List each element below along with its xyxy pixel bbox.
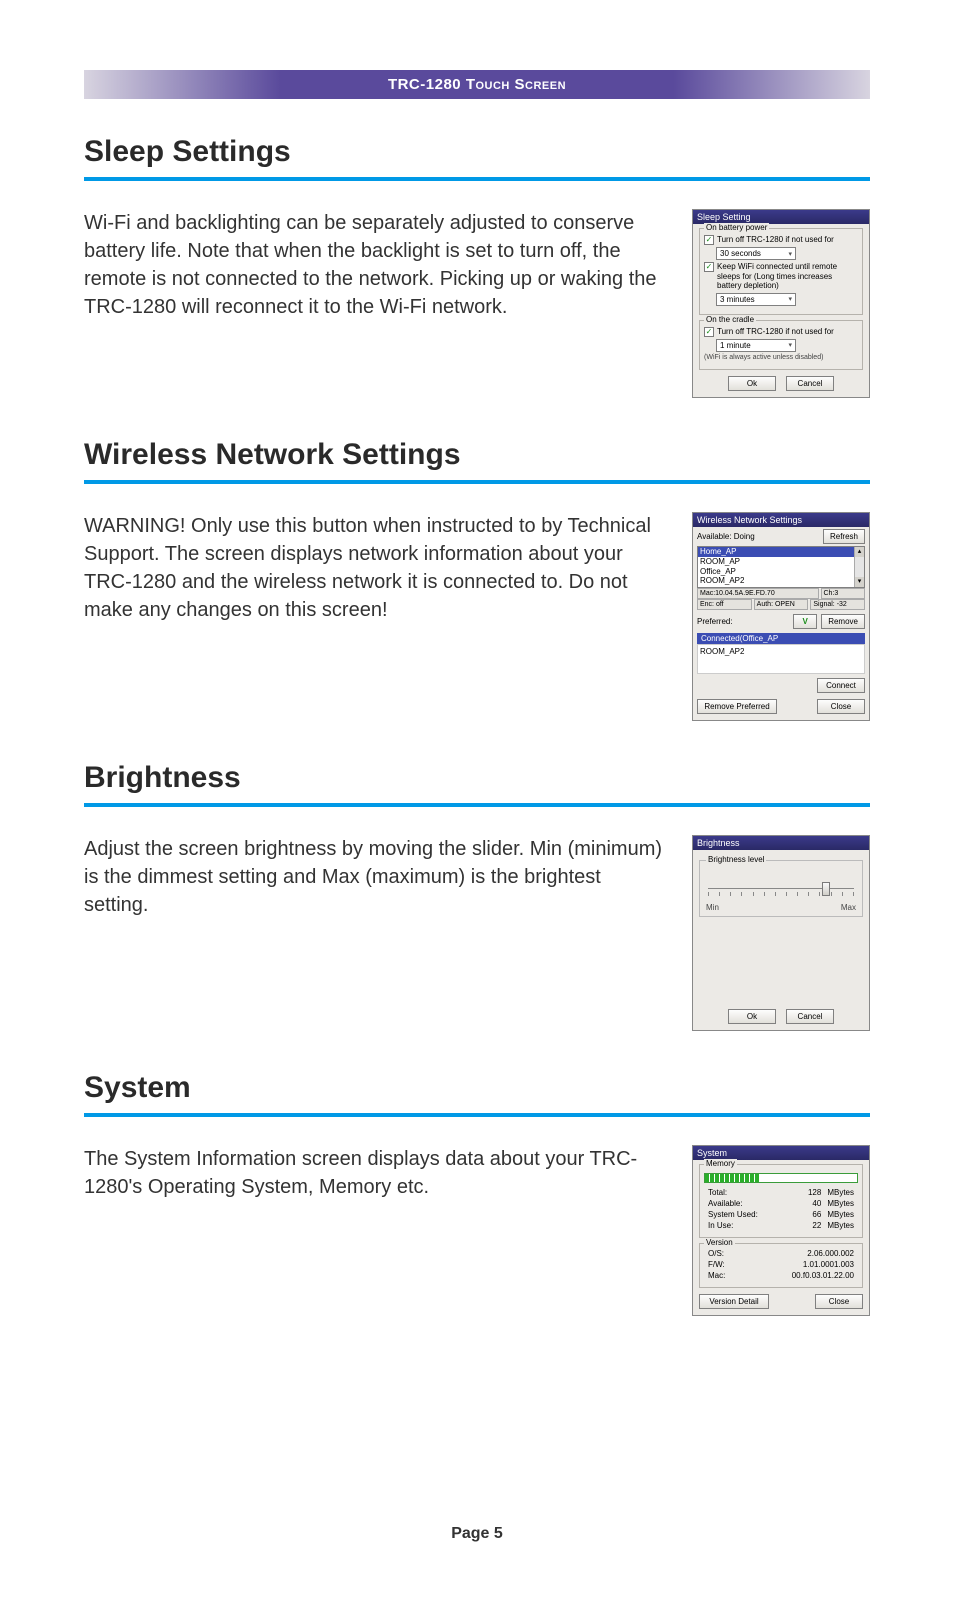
system-close-button[interactable]: Close (815, 1294, 863, 1309)
header-suffix: Touch Screen (466, 76, 566, 93)
version-fieldset: Version O/S:2.06.000.002 F/W:1.01.0001.0… (699, 1243, 863, 1288)
wireless-auth: Auth: OPEN (754, 599, 809, 610)
brightness-ss-title: Brightness (693, 836, 869, 850)
brightness-screenshot: Brightness Brightness level Min Max (692, 835, 870, 1031)
sleep-group2-legend: On the cradle (704, 315, 756, 324)
page-number: Page 5 (0, 1525, 954, 1543)
memory-legend: Memory (704, 1159, 737, 1168)
section-sleep: Sleep Settings Wi-Fi and backlighting ca… (84, 135, 870, 398)
sleep-chk2-label: Keep WiFi connected until remote sleeps … (717, 262, 858, 291)
brightness-ok-button[interactable]: Ok (728, 1009, 776, 1024)
system-ss-title: System (693, 1146, 869, 1160)
check-button[interactable]: V (793, 614, 817, 629)
sleep-group-cradle: On the cradle ✓ Turn off TRC-1280 if not… (699, 320, 863, 371)
connect-button[interactable]: Connect (817, 678, 865, 693)
wireless-ap-list[interactable]: Home_AP ROOM_AP Office_AP ROOM_AP2 ▴▾ (697, 546, 865, 588)
brightness-legend: Brightness level (706, 855, 766, 864)
section-wireless: Wireless Network Settings WARNING! Only … (84, 438, 870, 721)
sleep-group-battery: On battery power ✓ Turn off TRC-1280 if … (699, 228, 863, 315)
sleep-chk2[interactable]: ✓ (704, 262, 714, 272)
brightness-cancel-button[interactable]: Cancel (786, 1009, 834, 1024)
list-item[interactable]: Home_AP (698, 547, 864, 557)
brightness-slider[interactable] (708, 879, 854, 899)
connected-list: ROOM_AP2 (697, 644, 865, 674)
sleep-screenshot: Sleep Setting On battery power ✓ Turn of… (692, 209, 870, 398)
sleep-note: (WiFi is always active unless disabled) (704, 354, 858, 362)
system-screenshot: System Memory Total:128MBytes Available:… (692, 1145, 870, 1316)
scrollbar[interactable]: ▴▾ (854, 547, 864, 587)
memory-fieldset: Memory Total:128MBytes Available:40MByte… (699, 1164, 863, 1238)
system-text: The System Information screen displays d… (84, 1145, 670, 1201)
sleep-title: Sleep Settings (84, 135, 870, 181)
list-item[interactable]: ROOM_AP2 (698, 576, 864, 586)
wireless-ch: Ch:3 (821, 588, 866, 599)
brightness-text: Adjust the screen brightness by moving t… (84, 835, 670, 919)
preferred-label: Preferred: (697, 617, 733, 626)
wireless-ss-title: Wireless Network Settings (693, 513, 869, 527)
chevron-down-icon: ▾ (788, 341, 792, 349)
wireless-close-button[interactable]: Close (817, 699, 865, 714)
wireless-title: Wireless Network Settings (84, 438, 870, 484)
chevron-down-icon: ▾ (788, 295, 792, 303)
slider-thumb[interactable] (822, 882, 830, 896)
wireless-enc: Enc: off (697, 599, 752, 610)
brightness-min: Min (706, 903, 719, 912)
brightness-fieldset: Brightness level Min Max (699, 860, 863, 917)
chevron-down-icon: ▾ (788, 250, 792, 258)
refresh-button[interactable]: Refresh (823, 529, 865, 544)
sleep-text: Wi-Fi and backlighting can be separately… (84, 209, 670, 321)
remove-button[interactable]: Remove (821, 614, 865, 629)
sleep-chk3-label: Turn off TRC-1280 if not used for (717, 327, 834, 337)
sleep-group1-legend: On battery power (704, 223, 769, 232)
wireless-mac: Mac:10.04.5A.9E.FD.70 (697, 588, 819, 599)
system-title: System (84, 1071, 870, 1117)
sleep-cancel-button[interactable]: Cancel (786, 376, 834, 391)
sleep-chk1[interactable]: ✓ (704, 235, 714, 245)
sleep-chk1-label: Turn off TRC-1280 if not used for (717, 235, 834, 245)
sleep-ss-title: Sleep Setting (693, 210, 869, 224)
section-brightness: Brightness Adjust the screen brightness … (84, 761, 870, 1031)
sleep-sel2[interactable]: 3 minutes▾ (716, 293, 796, 306)
wireless-signal: Signal: -32 (810, 599, 865, 610)
header-product: TRC-1280 (388, 76, 461, 93)
sleep-sel1[interactable]: 30 seconds▾ (716, 247, 796, 260)
wireless-screenshot: Wireless Network Settings Available: Doi… (692, 512, 870, 721)
brightness-title: Brightness (84, 761, 870, 807)
brightness-max: Max (841, 903, 856, 912)
sleep-chk3[interactable]: ✓ (704, 327, 714, 337)
version-legend: Version (704, 1238, 735, 1247)
list-item[interactable]: Office_AP (698, 567, 864, 577)
sleep-ok-button[interactable]: Ok (728, 376, 776, 391)
doc-header: TRC-1280 Touch Screen (84, 70, 870, 99)
memory-bar (704, 1173, 858, 1183)
sleep-sel3[interactable]: 1 minute▾ (716, 339, 796, 352)
version-detail-button[interactable]: Version Detail (699, 1294, 769, 1309)
connected-header: Connected(Office_AP (697, 633, 865, 644)
list-item[interactable]: ROOM_AP (698, 557, 864, 567)
wireless-text: WARNING! Only use this button when instr… (84, 512, 670, 624)
remove-preferred-button[interactable]: Remove Preferred (697, 699, 777, 714)
section-system: System The System Information screen dis… (84, 1071, 870, 1316)
